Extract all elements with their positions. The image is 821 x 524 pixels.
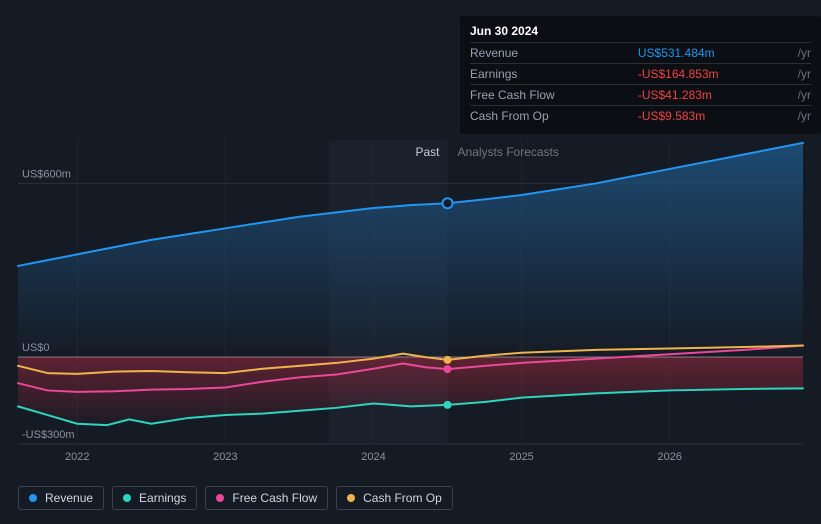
svg-text:2025: 2025 <box>509 451 533 463</box>
tooltip-row-unit: /yr <box>794 85 811 106</box>
financials-chart: 20222023202420252026US$600mUS$0-US$300mP… <box>0 0 821 524</box>
svg-text:2022: 2022 <box>65 451 89 463</box>
tooltip-row-unit: /yr <box>794 43 811 64</box>
tooltip-row: Cash From Op-US$9.583m/yr <box>470 106 811 127</box>
chart-legend: Revenue Earnings Free Cash Flow Cash From O… <box>18 486 453 510</box>
svg-text:2023: 2023 <box>213 451 237 463</box>
legend-label: Free Cash Flow <box>232 491 317 505</box>
tooltip-row-value: -US$164.853m <box>618 64 794 85</box>
legend-item[interactable]: Revenue <box>18 486 104 510</box>
legend-label: Earnings <box>139 491 186 505</box>
tooltip-row-unit: /yr <box>794 64 811 85</box>
tooltip-row-value: US$531.484m <box>618 43 794 64</box>
svg-text:Past: Past <box>416 145 441 159</box>
legend-item[interactable]: Earnings <box>112 486 197 510</box>
tooltip-row: Free Cash Flow-US$41.283m/yr <box>470 85 811 106</box>
tooltip-row-unit: /yr <box>794 106 811 127</box>
svg-text:US$600m: US$600m <box>22 168 71 180</box>
tooltip-row-label: Cash From Op <box>470 106 618 127</box>
legend-item[interactable]: Cash From Op <box>336 486 453 510</box>
legend-swatch <box>123 494 131 502</box>
tooltip-row: Earnings-US$164.853m/yr <box>470 64 811 85</box>
tooltip-row-label: Revenue <box>470 43 618 64</box>
svg-text:-US$300m: -US$300m <box>22 429 75 441</box>
tooltip-row: RevenueUS$531.484m/yr <box>470 43 811 64</box>
legend-item[interactable]: Free Cash Flow <box>205 486 328 510</box>
svg-text:2026: 2026 <box>657 451 681 463</box>
svg-text:Analysts Forecasts: Analysts Forecasts <box>458 145 559 159</box>
svg-text:2024: 2024 <box>361 451 385 463</box>
tooltip-table: RevenueUS$531.484m/yrEarnings-US$164.853… <box>470 42 811 126</box>
tooltip-row-value: -US$41.283m <box>618 85 794 106</box>
chart-tooltip: Jun 30 2024 RevenueUS$531.484m/yrEarning… <box>460 16 821 134</box>
legend-swatch <box>216 494 224 502</box>
legend-swatch <box>347 494 355 502</box>
tooltip-row-value: -US$9.583m <box>618 106 794 127</box>
legend-label: Revenue <box>45 491 93 505</box>
legend-swatch <box>29 494 37 502</box>
tooltip-date: Jun 30 2024 <box>470 24 811 42</box>
legend-label: Cash From Op <box>363 491 442 505</box>
tooltip-row-label: Free Cash Flow <box>470 85 618 106</box>
tooltip-row-label: Earnings <box>470 64 618 85</box>
